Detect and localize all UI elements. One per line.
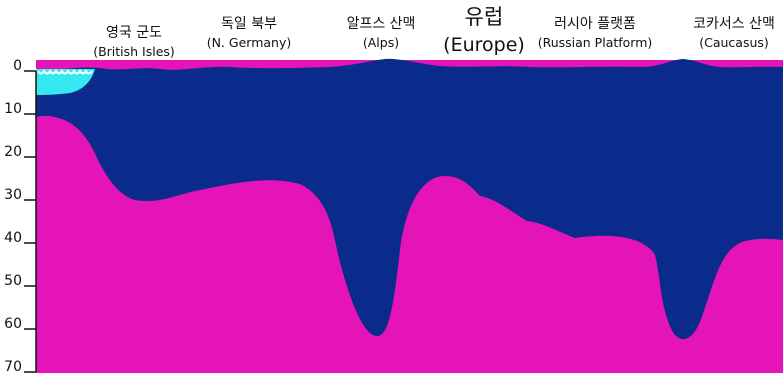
diagram-title-en: (Europe)	[443, 34, 525, 56]
sea-water	[36, 69, 95, 95]
region-label-ko: 코카서스 산맥	[693, 16, 775, 32]
depth-axis: 0 10 20 30 40 50 60 70	[4, 58, 37, 375]
sea-waves	[37, 69, 93, 75]
crust-layer	[36, 58, 783, 340]
region-label-en: (Russian Platform)	[538, 35, 653, 50]
depth-tick-label: 30	[4, 187, 22, 203]
region-label-en: (Caucasus)	[699, 35, 769, 50]
region-label-en: (N. Germany)	[207, 35, 292, 50]
depth-tick-label: 60	[4, 316, 22, 332]
depth-tick-label: 40	[4, 230, 22, 246]
region-label-ko: 영국 군도	[106, 25, 162, 41]
depth-tick-label: 20	[4, 144, 22, 160]
region-label-ko: 알프스 산맥	[347, 16, 416, 32]
depth-tick-label: 70	[4, 359, 22, 375]
depth-tick-label: 0	[13, 58, 22, 74]
region-label-ko: 독일 북부	[221, 16, 277, 32]
diagram-title-ko: 유럽	[465, 5, 504, 29]
region-label-en: (British Isles)	[93, 44, 175, 59]
region-label-en: (Alps)	[363, 35, 399, 50]
depth-tick-label: 10	[4, 101, 22, 117]
depth-tick-label: 50	[4, 273, 22, 289]
region-label-ko: 러시아 플랫폼	[554, 16, 636, 32]
region-labels: 영국 군도 (British Isles) 독일 북부 (N. Germany)…	[93, 16, 775, 59]
